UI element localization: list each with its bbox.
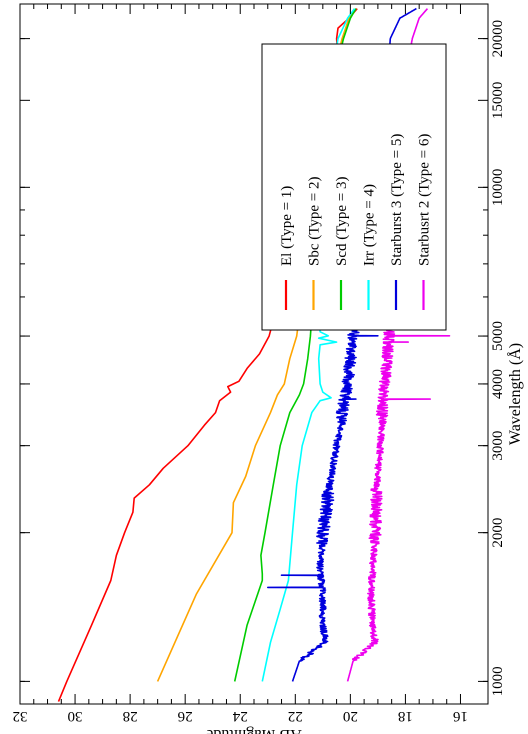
legend-label-5: Starburst 3 (Type = 5) [389, 134, 405, 266]
x-tick-label: 2000 [490, 518, 506, 548]
y-axis-title: AB Magnitude [206, 726, 302, 734]
legend-label-4: Irr (Type = 4) [362, 184, 378, 266]
y-tick-label: 32 [13, 708, 28, 724]
y-tick-label: 24 [232, 708, 248, 724]
x-tick-label: 4000 [490, 369, 506, 399]
x-tick-label: 3000 [490, 431, 506, 461]
x-tick-label: 20000 [490, 20, 506, 58]
y-tick-label: 16 [452, 708, 468, 724]
y-tick-label: 18 [398, 708, 413, 724]
y-tick-label: 28 [123, 708, 138, 724]
legend-label-3: Scd (Type = 3) [334, 177, 350, 266]
legend-box [261, 43, 447, 331]
legend-label-2: Sbc (Type = 2) [307, 177, 323, 266]
x-tick-label: 10000 [490, 169, 506, 207]
x-tick-label: 15000 [490, 82, 506, 120]
x-axis-title: Wavelength (Å) [506, 343, 524, 445]
y-tick-label: 26 [177, 708, 193, 724]
x-tick-label: 5000 [490, 321, 506, 351]
legend: El (Type = 1) Sbc (Type = 2) Scd (Type = 3… [261, 43, 447, 331]
y-tick-label: 30 [68, 708, 83, 724]
y-axis-ticks: 16 18 20 22 24 26 28 30 32 [13, 4, 468, 724]
x-tick-label: 1000 [490, 666, 506, 696]
y-tick-label: 20 [343, 708, 358, 724]
x-axis-ticks: 1000 2000 3000 4000 5000 10000 15000 20000 [20, 20, 506, 705]
y-tick-label: 22 [288, 708, 303, 724]
legend-label-1: El (Type = 1) [279, 186, 295, 266]
legend-label-6: Starbusrt 2 (Type = 6) [417, 134, 433, 266]
